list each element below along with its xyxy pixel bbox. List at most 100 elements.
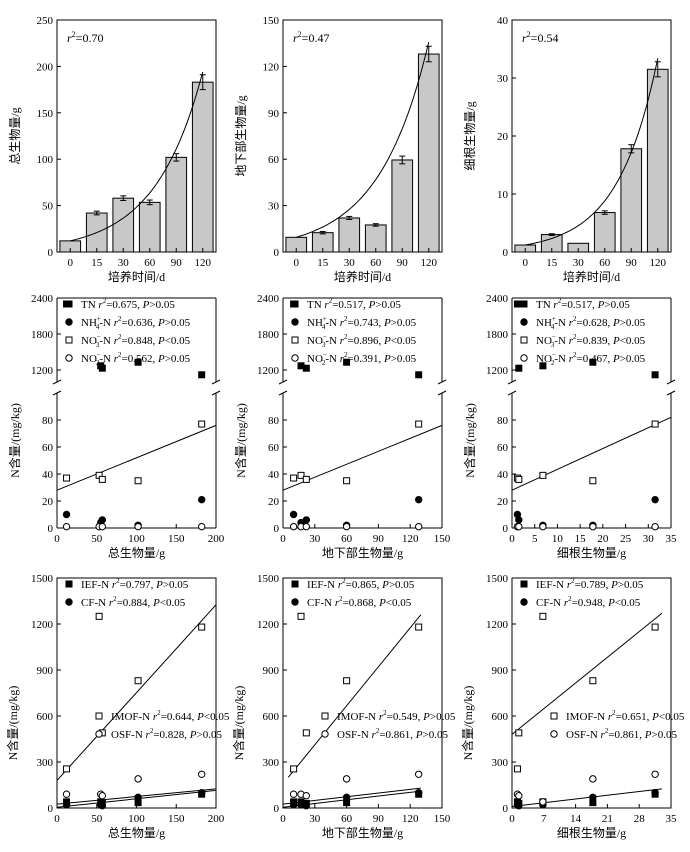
legend-entry: IEF-N r2=0.865, P>0.05: [307, 577, 415, 591]
bar: [338, 217, 361, 253]
cf-point: [414, 788, 423, 797]
tn-point: [520, 300, 528, 308]
x-tick-label: 7: [541, 813, 547, 825]
imof-point: [343, 677, 351, 685]
y-tick-label: 600: [263, 711, 280, 723]
y-axis-label: 总生物量/g: [8, 107, 22, 164]
axis-break-mark: [507, 390, 517, 396]
x-axis-label: 总生物量/g: [108, 826, 165, 840]
imof-point: [63, 765, 71, 773]
y-tick-label: 2400: [486, 293, 509, 305]
x-axis-label: 培养时间/d: [108, 269, 165, 284]
y-tick-label: 150: [263, 15, 280, 27]
x-tick-label: 90: [373, 533, 385, 545]
y-tick-label: 20: [42, 496, 54, 508]
no3-point: [520, 336, 528, 344]
bar: [191, 81, 214, 253]
osf-point: [342, 775, 351, 783]
x-tick-label: 35: [666, 813, 678, 825]
no2-point: [302, 522, 311, 531]
fit-line: [56, 424, 217, 491]
legend-entry: NO− 2-N r2=0.391, P>0.05: [307, 351, 417, 367]
y-tick-label: 50: [42, 201, 54, 213]
no2-point: [197, 522, 206, 531]
y-tick-label: 0: [503, 247, 509, 259]
bar: [364, 224, 387, 253]
y-tick-label: 0: [503, 803, 509, 815]
no2-point: [342, 522, 351, 531]
scatter-broken-1: 0 20 40 60 80 1200 1800 2400 0 50 100 150 200 TN r2=0…: [7, 293, 225, 560]
no2-point: [520, 354, 528, 362]
legend-entry: NO− 3-N r2=0.839, P<0.05: [536, 333, 646, 349]
tn-point: [513, 300, 521, 308]
ief-point: [291, 580, 299, 588]
no2-point: [289, 522, 298, 531]
plot-frame: [511, 577, 672, 809]
plot-frame: [282, 577, 443, 809]
x-tick-label: 120: [402, 533, 419, 545]
nh4-point: [520, 318, 528, 326]
no3-point: [539, 471, 547, 479]
x-tick-label: 15: [575, 533, 587, 545]
y-tick-label: 100: [37, 154, 54, 166]
fit-line: [511, 612, 663, 735]
y-tick-label: 80: [497, 415, 509, 427]
x-tick-label: 15: [317, 257, 329, 269]
x-tick-label: 30: [118, 257, 130, 269]
imof-point: [550, 712, 558, 720]
legend-entry: IEF-N r2=0.789, P>0.05: [536, 577, 644, 591]
x-tick-label: 50: [91, 813, 103, 825]
axis-break-mark: [666, 390, 676, 396]
bar: [112, 197, 135, 253]
scatter-fraction-2: 0 300 600 900 1200 1500 0 30 60 90 120 150 IEF-N r2=…: [231, 573, 456, 840]
scatter-broken-3: 0 20 40 60 80 1200 1800 2400 0 5 10 15 20 25 30 35 TN r2…: [462, 293, 677, 560]
r2-annotation: r2=0.70: [67, 30, 103, 45]
x-tick-label: 90: [397, 257, 409, 269]
legend-entry: CF-N r2=0.884, P<0.05: [81, 595, 186, 609]
y-tick-label: 120: [263, 61, 280, 73]
imof-point: [321, 712, 329, 720]
x-tick-label: 150: [434, 533, 451, 545]
x-axis-label: 细根生物量/g: [557, 826, 626, 840]
y-tick-label: 80: [42, 415, 54, 427]
bar-chart-2: 0 30 60 90 120 150 0 15 30 60 90 120 r2=0.47 培养时间/d 地下…: [233, 15, 443, 284]
plot-frame: [56, 19, 217, 253]
y-tick-label: 60: [497, 442, 509, 454]
no2-point: [62, 522, 71, 531]
no3-point: [98, 475, 106, 483]
imof-point: [513, 765, 521, 773]
x-tick-label: 120: [421, 257, 438, 269]
cf-point: [197, 788, 206, 797]
no3-point: [651, 420, 659, 428]
legend-entry: CF-N r2=0.868, P<0.05: [307, 595, 412, 609]
bar: [417, 53, 440, 253]
cf-point: [134, 793, 142, 801]
no3-point: [297, 471, 305, 479]
x-tick-label: 90: [373, 813, 385, 825]
x-tick-label: 120: [650, 257, 667, 269]
y-tick-label: 0: [48, 247, 54, 259]
fit-line: [511, 416, 672, 491]
axis-break-mark: [52, 379, 62, 385]
legend-entry: NO− 2-N r2=0.562, P>0.05: [81, 351, 191, 367]
no3-point: [302, 475, 310, 483]
osf-point: [589, 775, 597, 783]
no3-point: [515, 475, 523, 483]
y-tick-label: 60: [268, 442, 280, 454]
bar-chart-3: 0 10 20 30 40 0 15 30 60 90 120 r2=0.54 培养时间/d 细根生物量/…: [463, 15, 672, 284]
y-axis-label: 细根生物量/g: [463, 101, 477, 170]
y-tick-label: 40: [42, 469, 54, 481]
nh4-point: [515, 516, 523, 524]
x-tick-label: 100: [128, 813, 145, 825]
y-tick-label: 1200: [31, 619, 54, 631]
x-tick-label: 150: [168, 813, 185, 825]
x-tick-label: 10: [552, 533, 564, 545]
no3-point: [291, 336, 299, 344]
legend-entry: IMOF-N r2=0.549, P>0.05: [337, 709, 456, 723]
no3-point: [198, 420, 206, 428]
legend-entry: NH+ 4-N r2=0.636, P>0.05: [81, 315, 191, 331]
no3-point: [65, 336, 73, 344]
x-tick-label: 0: [54, 813, 60, 825]
tn-point: [651, 371, 659, 379]
y-tick-label: 1500: [31, 573, 54, 585]
